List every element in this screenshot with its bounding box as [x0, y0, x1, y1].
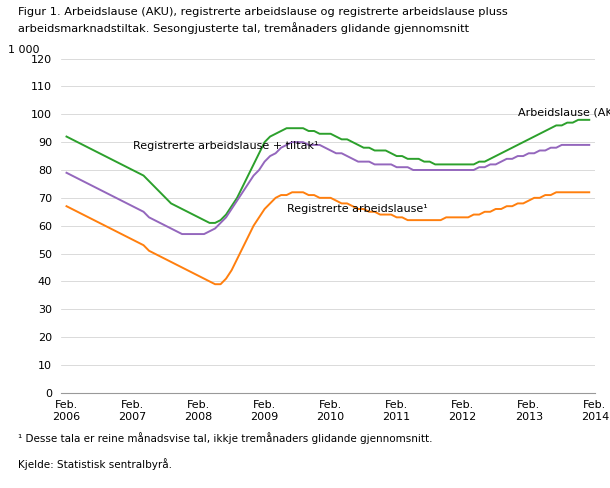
Text: arbeidsmarknadstiltak. Sesongjusterte tal, tremånaders glidande gjennomsnitt: arbeidsmarknadstiltak. Sesongjusterte ta… [18, 22, 470, 34]
Text: Registrerte arbeidslause + tiltak¹: Registrerte arbeidslause + tiltak¹ [132, 142, 318, 151]
Text: Figur 1. Arbeidslause (AKU), registrerte arbeidslause og registrerte arbeidslaus: Figur 1. Arbeidslause (AKU), registrerte… [18, 7, 508, 17]
Text: 1 000: 1 000 [7, 45, 39, 55]
Text: ¹ Desse tala er reine månadsvise tal, ikkje tremånaders glidande gjennomsnitt.: ¹ Desse tala er reine månadsvise tal, ik… [18, 432, 433, 444]
Text: Kjelde: Statistisk sentralbyrå.: Kjelde: Statistisk sentralbyrå. [18, 458, 172, 469]
Text: Arbeidslause (AKU): Arbeidslause (AKU) [518, 107, 610, 117]
Text: Registrerte arbeidslause¹: Registrerte arbeidslause¹ [287, 204, 428, 214]
